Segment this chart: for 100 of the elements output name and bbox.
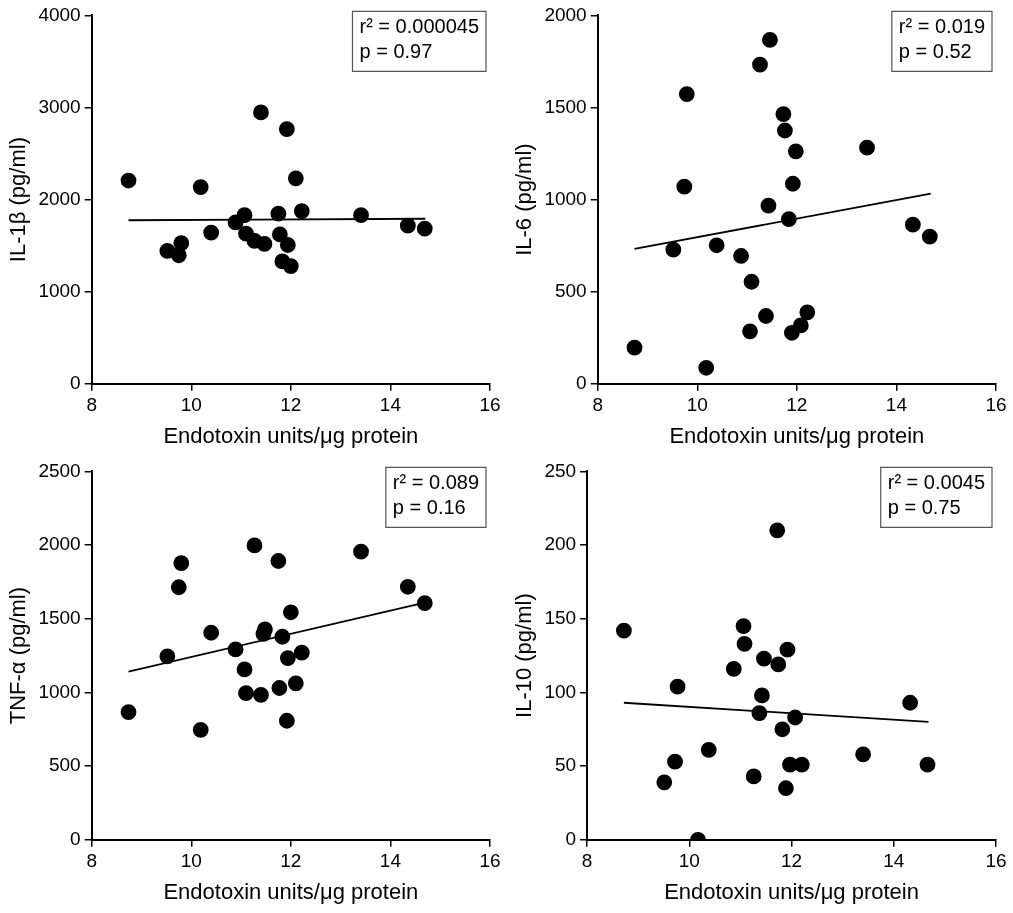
x-tick-label: 12 — [280, 394, 302, 416]
point — [203, 224, 220, 241]
point — [256, 236, 273, 252]
y-tick-label: 50 — [554, 754, 577, 776]
annotation: r² = 0.089 — [392, 470, 480, 493]
x-tick-label: 16 — [479, 850, 501, 872]
annotation: p = 0.16 — [392, 495, 466, 518]
x-tick-label: 8 — [86, 850, 97, 872]
point — [752, 56, 768, 73]
point — [762, 32, 778, 48]
y-tick-label: 500 — [554, 279, 587, 301]
y-tick-label: 1000 — [544, 187, 587, 209]
annotation: r² = 0.0045 — [887, 470, 986, 493]
point — [399, 578, 416, 595]
point — [792, 317, 809, 334]
point — [192, 721, 209, 738]
point — [799, 304, 816, 321]
point — [656, 774, 673, 791]
point — [271, 226, 288, 243]
y-tick-label: 3000 — [38, 95, 81, 117]
y-tick-label: 1500 — [38, 606, 81, 628]
point — [353, 543, 369, 560]
point — [787, 143, 804, 160]
x-tick-label: 12 — [780, 850, 803, 872]
point — [787, 709, 804, 726]
y-tick-label: 2000 — [38, 187, 81, 209]
y-tick-label: 0 — [70, 372, 81, 394]
x-tick-label: 8 — [86, 394, 97, 416]
annotation: r² = 0.019 — [898, 14, 986, 37]
point — [159, 648, 176, 665]
x-axis-title: Endotoxin units/μg protein — [669, 422, 925, 448]
x-tick-label: 12 — [280, 850, 302, 872]
point — [774, 721, 791, 738]
point — [293, 644, 310, 661]
y-tick-label: 0 — [565, 828, 577, 850]
x-tick-label: 8 — [581, 850, 593, 872]
x-axis-title: Endotoxin units/μg protein — [163, 878, 419, 904]
point — [665, 241, 682, 258]
x-tick-label: 16 — [479, 394, 501, 416]
point — [253, 104, 269, 121]
point — [120, 704, 137, 720]
point — [760, 197, 777, 214]
point — [192, 179, 209, 195]
point — [751, 705, 768, 721]
point — [769, 522, 786, 539]
point — [708, 237, 725, 254]
point — [416, 220, 433, 237]
y-tick-label: 250 — [544, 459, 577, 481]
point — [173, 235, 190, 252]
x-tick-label: 14 — [883, 850, 905, 872]
point — [736, 635, 753, 652]
y-axis-title: IL-10 (pg/ml) — [511, 593, 537, 718]
point — [669, 678, 686, 695]
x-tick-label: 14 — [379, 394, 402, 416]
x-tick-label: 14 — [885, 394, 908, 416]
point — [735, 618, 752, 635]
x-tick-label: 8 — [592, 394, 603, 416]
y-axis-title: IL-6 (pg/ml) — [511, 143, 537, 256]
point — [616, 622, 632, 639]
point — [246, 537, 263, 554]
point — [203, 624, 220, 641]
point — [700, 742, 717, 758]
point — [274, 628, 291, 645]
point — [745, 768, 762, 785]
point — [293, 203, 310, 220]
x-tick-label: 12 — [786, 394, 808, 416]
point — [780, 211, 797, 228]
point — [776, 122, 793, 139]
point — [779, 641, 796, 658]
y-tick-label: 0 — [70, 828, 81, 850]
y-tick-label: 2500 — [38, 459, 81, 481]
point — [236, 207, 253, 224]
point — [253, 687, 269, 703]
point — [770, 656, 787, 673]
x-tick-label: 16 — [985, 394, 1007, 416]
x-tick-label: 16 — [985, 850, 1007, 872]
y-tick-label: 200 — [544, 533, 577, 555]
x-tick-label: 10 — [180, 850, 202, 872]
y-tick-label: 2000 — [38, 533, 81, 555]
point — [855, 746, 872, 763]
point — [676, 178, 693, 195]
y-tick-label: 1000 — [38, 680, 81, 702]
point — [756, 650, 772, 667]
point — [399, 217, 416, 234]
y-tick-label: 100 — [544, 680, 577, 702]
point — [754, 687, 770, 704]
point — [793, 756, 810, 773]
point — [282, 604, 299, 621]
point — [921, 228, 938, 245]
point — [416, 595, 433, 612]
x-axis-title: Endotoxin units/μg protein — [664, 878, 919, 904]
y-tick-label: 1500 — [544, 95, 587, 117]
point — [270, 205, 287, 222]
point — [667, 753, 683, 770]
y-tick-label: 4000 — [38, 3, 81, 25]
point — [120, 172, 137, 189]
point — [227, 641, 244, 658]
annotation: r² = 0.000045 — [359, 14, 479, 37]
point — [353, 207, 369, 224]
y-axis-title: IL-1β (pg/ml) — [5, 137, 31, 263]
